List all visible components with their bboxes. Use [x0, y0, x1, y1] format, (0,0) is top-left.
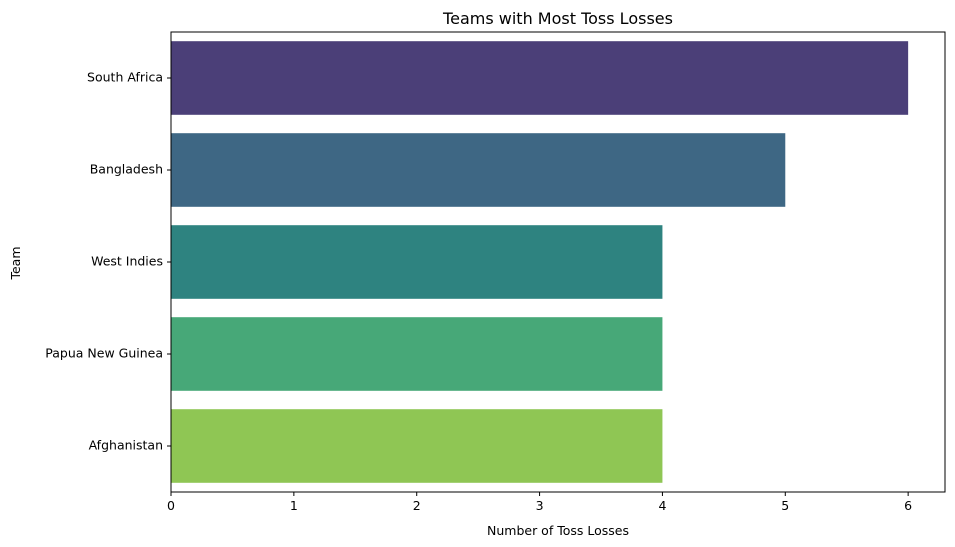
- y-tick-label: Afghanistan: [89, 438, 163, 453]
- x-tick-label: 6: [904, 498, 912, 513]
- x-tick-label: 4: [658, 498, 666, 513]
- x-tick-label: 1: [290, 498, 298, 513]
- x-tick-label: 0: [167, 498, 175, 513]
- bar-papua-new-guinea: [171, 317, 663, 391]
- bar-bangladesh: [171, 133, 786, 207]
- bar-west-indies: [171, 225, 663, 299]
- y-tick-label: Bangladesh: [90, 162, 163, 177]
- bar-afghanistan: [171, 409, 663, 483]
- plot-frame: [170, 31, 946, 493]
- y-tick-label: Papua New Guinea: [45, 346, 163, 361]
- x-tick-label: 3: [536, 498, 544, 513]
- y-tick-label: West Indies: [91, 254, 163, 269]
- x-axis-label: Number of Toss Losses: [487, 523, 629, 538]
- bar-south-africa: [171, 41, 909, 115]
- y-tick-label: South Africa: [87, 70, 163, 85]
- y-axis-ticks: South Africa Bangladesh West Indies Papua N…: [45, 70, 171, 453]
- x-axis-ticks: 0 1 2 3 4 5 6: [167, 492, 912, 513]
- bars-group: [171, 41, 909, 483]
- chart-title: Teams with Most Toss Losses: [442, 9, 673, 28]
- x-tick-label: 5: [781, 498, 789, 513]
- y-axis-label: Team: [8, 246, 23, 280]
- x-tick-label: 2: [413, 498, 421, 513]
